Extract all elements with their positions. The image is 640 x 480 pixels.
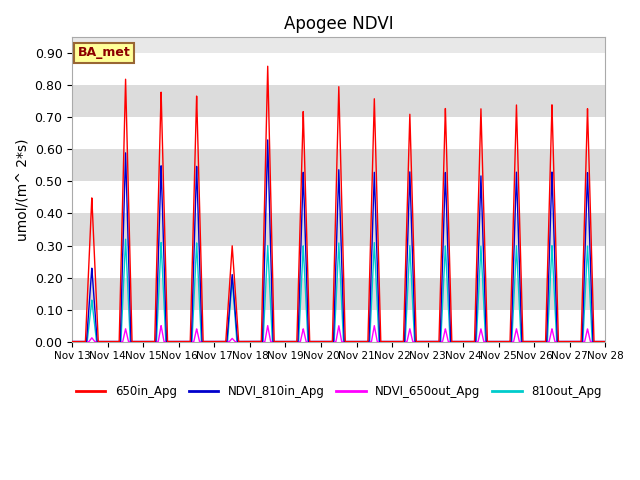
Text: BA_met: BA_met [77, 47, 131, 60]
Bar [72, 245, 605, 277]
Bar [72, 118, 605, 149]
Bar [72, 85, 605, 118]
Bar [72, 277, 605, 310]
Bar [72, 310, 605, 342]
Bar [72, 53, 605, 85]
Legend: 650in_Apg, NDVI_810in_Apg, NDVI_650out_Apg, 810out_Apg: 650in_Apg, NDVI_810in_Apg, NDVI_650out_A… [71, 380, 607, 403]
Bar [72, 214, 605, 245]
Y-axis label: umol/(m^ 2*s): umol/(m^ 2*s) [15, 138, 29, 240]
Bar [72, 149, 605, 181]
Bar [72, 181, 605, 214]
Title: Apogee NDVI: Apogee NDVI [284, 15, 394, 33]
